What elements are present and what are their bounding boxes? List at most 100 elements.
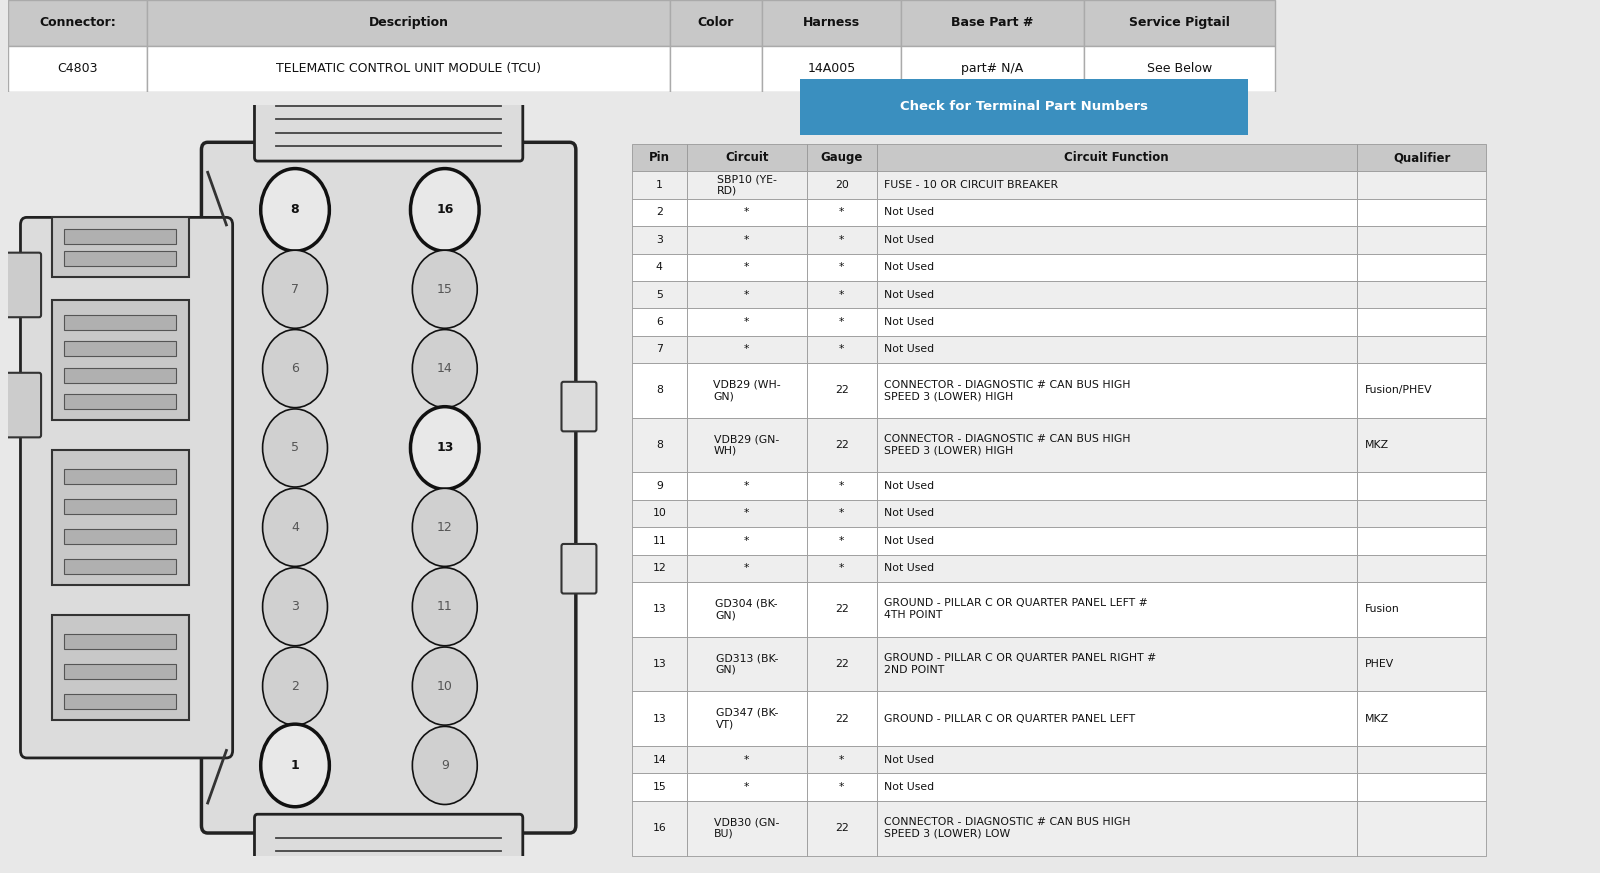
Text: GROUND - PILLAR C OR QUARTER PANEL RIGHT #
2ND POINT: GROUND - PILLAR C OR QUARTER PANEL RIGHT… bbox=[885, 653, 1157, 675]
Bar bbox=[632, 226, 686, 253]
Text: Not Used: Not Used bbox=[885, 208, 934, 217]
Bar bbox=[1357, 554, 1486, 582]
Text: 2: 2 bbox=[291, 679, 299, 692]
FancyBboxPatch shape bbox=[0, 373, 42, 437]
Bar bbox=[877, 746, 1357, 773]
Text: VDB29 (WH-
GN): VDB29 (WH- GN) bbox=[714, 380, 781, 401]
Text: 22: 22 bbox=[835, 823, 848, 833]
Text: 11: 11 bbox=[653, 536, 666, 546]
Text: *: * bbox=[838, 290, 845, 299]
Bar bbox=[1357, 636, 1486, 691]
Bar bbox=[806, 472, 877, 499]
Bar bbox=[686, 801, 806, 856]
Bar bbox=[901, 45, 1083, 92]
Bar bbox=[632, 773, 686, 801]
Bar bbox=[877, 417, 1357, 472]
Bar bbox=[806, 801, 877, 856]
Bar bbox=[762, 45, 901, 92]
Bar bbox=[64, 469, 176, 484]
FancyBboxPatch shape bbox=[562, 544, 597, 594]
Text: 7: 7 bbox=[656, 344, 662, 354]
Text: Check for Terminal Part Numbers: Check for Terminal Part Numbers bbox=[899, 100, 1149, 113]
Text: *: * bbox=[744, 208, 749, 217]
Text: 3: 3 bbox=[656, 235, 662, 244]
Text: Fusion: Fusion bbox=[1365, 604, 1400, 615]
Text: FUSE - 10 OR CIRCUIT BREAKER: FUSE - 10 OR CIRCUIT BREAKER bbox=[885, 180, 1059, 190]
Text: *: * bbox=[744, 508, 749, 519]
Bar bbox=[64, 368, 176, 382]
Text: Description: Description bbox=[368, 17, 448, 30]
Text: 4: 4 bbox=[656, 262, 662, 272]
Text: 16: 16 bbox=[653, 823, 666, 833]
Text: 13: 13 bbox=[437, 442, 453, 455]
Text: 4: 4 bbox=[291, 521, 299, 534]
Text: 5: 5 bbox=[656, 290, 662, 299]
Bar bbox=[64, 529, 176, 544]
Bar bbox=[686, 554, 806, 582]
Text: 22: 22 bbox=[835, 714, 848, 724]
Bar bbox=[686, 691, 806, 746]
Bar bbox=[686, 472, 806, 499]
Text: 22: 22 bbox=[835, 385, 848, 395]
Bar bbox=[1357, 363, 1486, 417]
Bar bbox=[8, 0, 147, 45]
Bar bbox=[877, 499, 1357, 527]
Bar bbox=[64, 634, 176, 650]
Text: Not Used: Not Used bbox=[885, 755, 934, 765]
Bar bbox=[64, 251, 176, 266]
Text: 8: 8 bbox=[656, 385, 662, 395]
Bar bbox=[64, 394, 176, 409]
Bar bbox=[1357, 801, 1486, 856]
Bar bbox=[632, 144, 686, 171]
Text: *: * bbox=[838, 235, 845, 244]
Bar bbox=[877, 691, 1357, 746]
Text: 22: 22 bbox=[835, 440, 848, 450]
Text: Connector:: Connector: bbox=[40, 17, 117, 30]
Bar bbox=[1357, 199, 1486, 226]
Bar bbox=[51, 300, 189, 420]
Text: Not Used: Not Used bbox=[885, 782, 934, 792]
Bar bbox=[877, 801, 1357, 856]
Bar bbox=[670, 45, 762, 92]
Text: *: * bbox=[838, 481, 845, 491]
Circle shape bbox=[262, 567, 328, 646]
Text: 14: 14 bbox=[437, 362, 453, 375]
Bar bbox=[686, 773, 806, 801]
Text: 15: 15 bbox=[437, 283, 453, 296]
Bar bbox=[806, 144, 877, 171]
Bar bbox=[686, 636, 806, 691]
Circle shape bbox=[262, 409, 328, 487]
Text: GD313 (BK-
GN): GD313 (BK- GN) bbox=[715, 653, 778, 675]
Text: Gauge: Gauge bbox=[821, 151, 862, 164]
Bar bbox=[686, 253, 806, 281]
Text: SBP10 (YE-
RD): SBP10 (YE- RD) bbox=[717, 175, 776, 196]
Bar bbox=[1357, 746, 1486, 773]
Circle shape bbox=[413, 330, 477, 408]
Text: 10: 10 bbox=[653, 508, 666, 519]
Text: Harness: Harness bbox=[803, 17, 861, 30]
Text: Circuit: Circuit bbox=[725, 151, 768, 164]
Bar bbox=[632, 472, 686, 499]
Circle shape bbox=[413, 647, 477, 725]
Bar bbox=[670, 0, 762, 45]
Bar bbox=[806, 199, 877, 226]
Text: 5: 5 bbox=[291, 442, 299, 455]
Bar bbox=[1357, 308, 1486, 335]
Bar bbox=[806, 499, 877, 527]
Bar bbox=[686, 144, 806, 171]
Circle shape bbox=[261, 725, 330, 807]
Text: Pin: Pin bbox=[650, 151, 670, 164]
Bar bbox=[632, 335, 686, 363]
Bar bbox=[877, 226, 1357, 253]
Bar bbox=[806, 582, 877, 636]
Text: *: * bbox=[838, 317, 845, 327]
Bar bbox=[877, 363, 1357, 417]
Bar bbox=[51, 615, 189, 720]
Text: part# N/A: part# N/A bbox=[962, 62, 1024, 75]
Bar bbox=[632, 253, 686, 281]
Circle shape bbox=[411, 168, 478, 251]
Text: C4803: C4803 bbox=[58, 62, 98, 75]
Text: 14: 14 bbox=[653, 755, 666, 765]
Bar bbox=[1357, 226, 1486, 253]
Text: Color: Color bbox=[698, 17, 734, 30]
